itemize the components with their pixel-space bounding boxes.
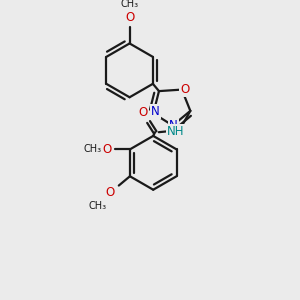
Text: CH₃: CH₃ [84,144,102,154]
Text: N: N [169,119,178,132]
Text: NH: NH [167,125,184,138]
Text: O: O [125,11,134,24]
Text: O: O [102,143,111,156]
Text: O: O [138,106,148,119]
Text: N: N [151,105,160,118]
Text: O: O [180,83,189,96]
Text: CH₃: CH₃ [88,201,106,211]
Text: O: O [106,187,115,200]
Text: CH₃: CH₃ [121,0,139,8]
